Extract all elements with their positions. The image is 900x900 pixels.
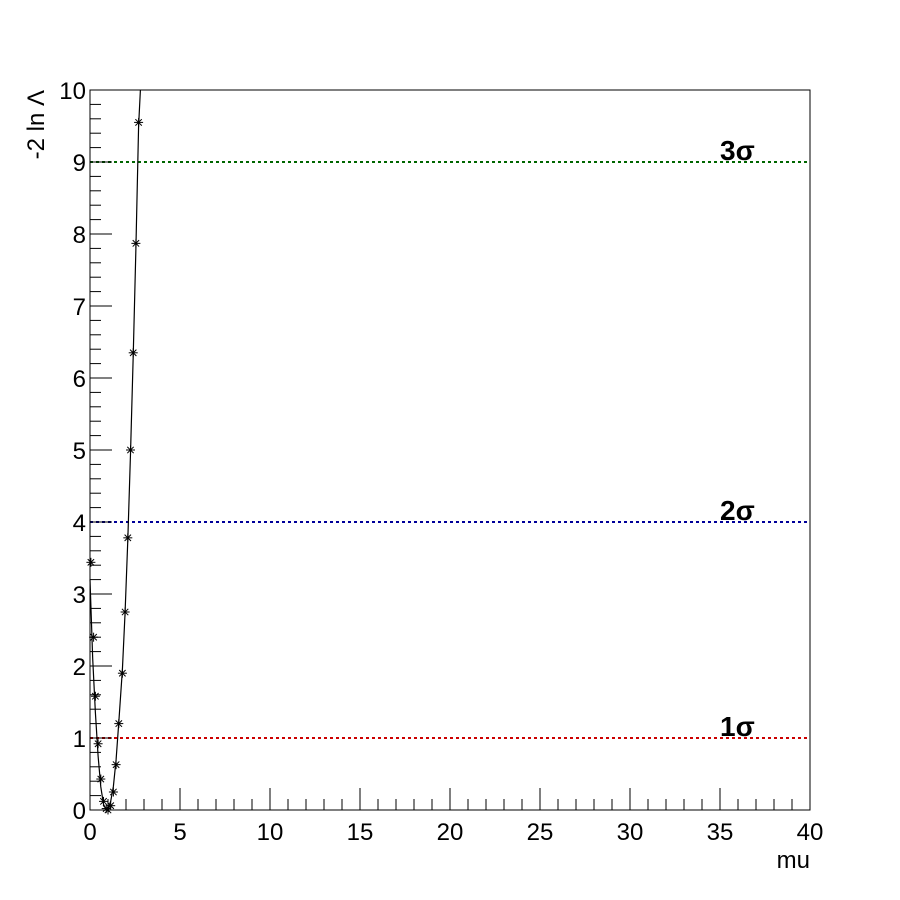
level-label-3sigma: 3σ	[720, 135, 755, 166]
axis-ticks	[89, 89, 811, 811]
y-tick-label: 9	[73, 150, 86, 177]
data-point	[123, 533, 133, 543]
data-point	[99, 796, 108, 806]
reference-lines	[90, 161, 810, 739]
data-point	[106, 801, 116, 811]
y-tick-label: 6	[73, 366, 86, 393]
y-tick-label: 8	[73, 222, 86, 249]
data-point	[90, 691, 100, 701]
x-tick-label: 20	[437, 819, 464, 846]
x-tick-label: 10	[257, 819, 284, 846]
x-axis-title: mu	[777, 847, 810, 874]
level-label-2sigma: 2σ	[720, 495, 755, 526]
x-tick-label: 25	[527, 819, 554, 846]
data-point	[93, 739, 103, 749]
tick-labels: 0 5 10 15 20 25 30 35 40 0 1 2 3 4 5 6 7 8 9 10	[59, 78, 823, 846]
data-point	[108, 787, 118, 797]
x-tick-label: 5	[173, 819, 186, 846]
plot-frame	[89, 89, 811, 811]
y-tick-label: 10	[59, 78, 86, 105]
data-points-layer	[86, 117, 144, 815]
x-tick-label: 30	[617, 819, 644, 846]
level-labels: 1σ 2σ 3σ	[720, 135, 755, 742]
data-point	[114, 719, 124, 729]
x-tick-label: 35	[707, 819, 734, 846]
data-point	[111, 760, 121, 770]
data-point	[128, 348, 138, 358]
y-tick-label: 5	[73, 438, 86, 465]
data-point	[120, 607, 130, 617]
y-tick-label: 2	[73, 654, 86, 681]
y-tick-label: 1	[73, 726, 86, 753]
fit-curve-layer	[89, 89, 141, 811]
x-tick-label: 40	[797, 819, 824, 846]
data-point	[117, 668, 127, 678]
x-tick-label: 15	[347, 819, 374, 846]
y-tick-label: 3	[73, 582, 86, 609]
y-tick-label: 0	[73, 798, 86, 825]
data-point	[131, 238, 141, 248]
y-tick-label: 7	[73, 294, 86, 321]
data-point	[96, 774, 106, 784]
y-axis-title: -2 ln Λ	[23, 90, 50, 159]
data-point	[134, 117, 144, 127]
x-tick-label: 0	[83, 819, 96, 846]
level-label-1sigma: 1σ	[720, 711, 755, 742]
data-point	[126, 445, 135, 455]
y-tick-label: 4	[73, 510, 86, 537]
fit-curve	[89, 89, 141, 811]
